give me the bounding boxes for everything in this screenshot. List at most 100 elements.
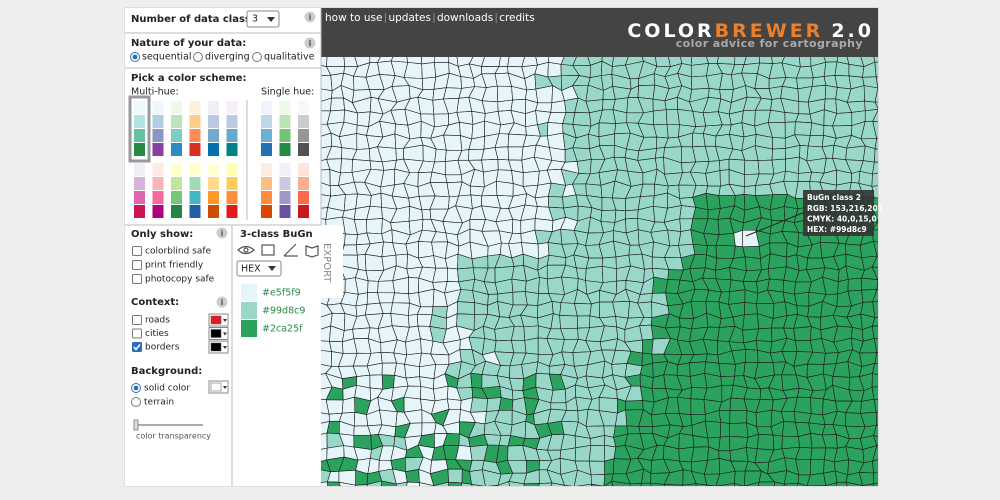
edit-icon[interactable] bbox=[283, 243, 298, 257]
ramp-cell[interactable] bbox=[171, 163, 182, 176]
legend-swatch[interactable] bbox=[241, 284, 257, 301]
ramp-cell[interactable] bbox=[171, 129, 182, 142]
info-icon[interactable] bbox=[304, 37, 316, 49]
ramp-cell[interactable] bbox=[189, 115, 201, 128]
ramp-cell[interactable] bbox=[134, 129, 145, 142]
ramp-cell[interactable] bbox=[298, 115, 309, 128]
ramp-cell[interactable] bbox=[171, 115, 182, 128]
checkbox[interactable] bbox=[132, 315, 142, 325]
ramp-cell[interactable] bbox=[152, 163, 164, 176]
checkbox[interactable] bbox=[132, 246, 142, 256]
ramp-cell[interactable] bbox=[208, 177, 219, 190]
ramp-cell[interactable] bbox=[208, 143, 219, 156]
checkbox[interactable] bbox=[132, 274, 142, 284]
ramp-cell[interactable] bbox=[279, 205, 291, 218]
ramp-cell[interactable] bbox=[226, 115, 238, 128]
ramp-cell[interactable] bbox=[134, 101, 145, 114]
ramp-cell[interactable] bbox=[298, 205, 309, 218]
ramp-cell[interactable] bbox=[208, 163, 219, 176]
ramp-cell[interactable] bbox=[226, 191, 238, 204]
radio[interactable] bbox=[193, 52, 203, 62]
classes-select[interactable] bbox=[246, 10, 280, 28]
ramp-cell[interactable] bbox=[171, 191, 182, 204]
ramp-cell[interactable] bbox=[226, 101, 238, 114]
ramp-cell[interactable] bbox=[171, 177, 182, 190]
ramp-cell[interactable] bbox=[171, 101, 182, 114]
ramp-cell[interactable] bbox=[279, 143, 291, 156]
ramp-cell[interactable] bbox=[134, 163, 145, 176]
ramp-cell[interactable] bbox=[134, 143, 145, 156]
ramp-cell[interactable] bbox=[134, 191, 145, 204]
ramp-cell[interactable] bbox=[152, 143, 164, 156]
book-icon[interactable] bbox=[305, 245, 319, 258]
ramp-cell[interactable] bbox=[189, 143, 201, 156]
ramp-cell[interactable] bbox=[189, 163, 201, 176]
ramp-cell[interactable] bbox=[279, 129, 291, 142]
ramp-cell[interactable] bbox=[298, 163, 309, 176]
ramp-cell[interactable] bbox=[152, 177, 164, 190]
ramp-cell[interactable] bbox=[152, 191, 164, 204]
ramp-cell[interactable] bbox=[226, 205, 238, 218]
ramp-cell[interactable] bbox=[189, 177, 201, 190]
radio[interactable] bbox=[131, 397, 141, 407]
ramp-cell[interactable] bbox=[189, 191, 201, 204]
ramp-cell[interactable] bbox=[261, 101, 272, 114]
radio[interactable] bbox=[252, 52, 262, 62]
ramp-cell[interactable] bbox=[152, 129, 164, 142]
export-label[interactable]: EXPORT bbox=[321, 243, 332, 283]
nav-link[interactable]: how to use bbox=[325, 12, 382, 24]
ramp-cell[interactable] bbox=[279, 191, 291, 204]
ramp-cell[interactable] bbox=[261, 143, 272, 156]
ramp-cell[interactable] bbox=[208, 129, 219, 142]
ramp-cell[interactable] bbox=[189, 129, 201, 142]
ramp-cell[interactable] bbox=[261, 115, 272, 128]
ramp-cell[interactable] bbox=[226, 143, 238, 156]
slider-handle[interactable] bbox=[133, 419, 139, 431]
ramp-cell[interactable] bbox=[134, 205, 145, 218]
eye-icon[interactable] bbox=[237, 245, 255, 255]
ramp-cell[interactable] bbox=[152, 205, 164, 218]
legend-swatch[interactable] bbox=[241, 302, 257, 319]
checkbox[interactable] bbox=[132, 342, 142, 352]
ramp-cell[interactable] bbox=[261, 129, 272, 142]
ramp-cell[interactable] bbox=[279, 163, 291, 176]
nav-link[interactable]: updates bbox=[388, 12, 430, 24]
share-icon[interactable] bbox=[261, 244, 275, 256]
format-select[interactable] bbox=[236, 260, 282, 277]
ramp-cell[interactable] bbox=[134, 177, 145, 190]
ramp-cell[interactable] bbox=[208, 205, 219, 218]
ramp-cell[interactable] bbox=[189, 205, 201, 218]
checkbox[interactable] bbox=[132, 260, 142, 270]
ramp-cell[interactable] bbox=[261, 177, 272, 190]
ramp-cell[interactable] bbox=[152, 101, 164, 114]
checkbox[interactable] bbox=[132, 328, 142, 339]
ramp-cell[interactable] bbox=[226, 177, 238, 190]
ramp-cell[interactable] bbox=[298, 191, 309, 204]
ramp-cell[interactable] bbox=[208, 101, 219, 114]
ramp-cell[interactable] bbox=[134, 115, 145, 128]
ramp-cell[interactable] bbox=[226, 163, 238, 176]
ramp-cell[interactable] bbox=[226, 129, 238, 142]
legend-swatch[interactable] bbox=[241, 320, 257, 337]
ramp-cell[interactable] bbox=[298, 177, 309, 190]
ramp-cell[interactable] bbox=[298, 143, 309, 156]
ramp-cell[interactable] bbox=[189, 101, 201, 114]
ramp-cell[interactable] bbox=[208, 191, 219, 204]
ramp-cell[interactable] bbox=[298, 101, 309, 114]
nav-link[interactable]: downloads bbox=[437, 12, 493, 24]
ramp-cell[interactable] bbox=[171, 205, 182, 218]
info-icon[interactable] bbox=[216, 296, 228, 308]
info-icon[interactable] bbox=[216, 227, 228, 239]
ramp-cell[interactable] bbox=[279, 101, 291, 114]
ramp-cell[interactable] bbox=[279, 115, 291, 128]
ramp-cell[interactable] bbox=[261, 205, 272, 218]
ramp-cell[interactable] bbox=[261, 163, 272, 176]
ramp-cell[interactable] bbox=[298, 129, 309, 142]
ramp-cell[interactable] bbox=[261, 191, 272, 204]
ramp-cell[interactable] bbox=[171, 143, 182, 156]
nav-link[interactable]: credits bbox=[499, 12, 535, 24]
ramp-cell[interactable] bbox=[279, 177, 291, 190]
info-icon[interactable] bbox=[304, 11, 316, 23]
ramp-cell[interactable] bbox=[208, 115, 219, 128]
ramp-cell[interactable] bbox=[152, 115, 164, 128]
